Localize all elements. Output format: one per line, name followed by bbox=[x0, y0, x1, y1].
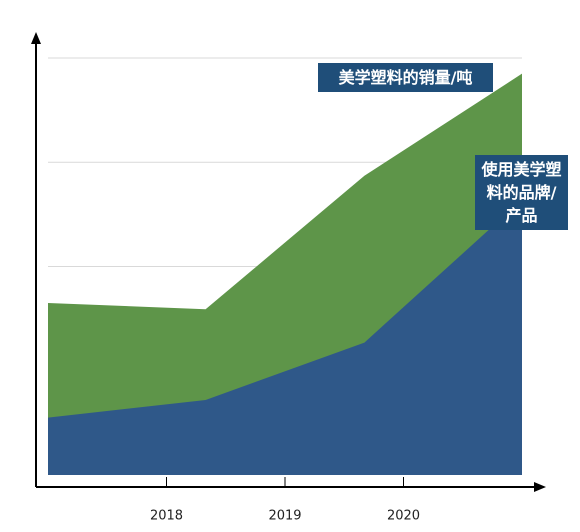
y-axis-arrow bbox=[31, 32, 41, 44]
series-label: 使用美学塑料的品牌/产品 bbox=[475, 155, 568, 230]
x-axis-arrow bbox=[534, 482, 546, 492]
areas bbox=[48, 73, 522, 475]
series-label: 美学塑料的销量/吨 bbox=[318, 63, 493, 92]
x-ticks: 2018 2019 2020 bbox=[150, 477, 420, 524]
x-tick-label: 2019 bbox=[268, 509, 301, 524]
x-tick-label: 2020 bbox=[387, 509, 420, 524]
area bbox=[48, 199, 522, 475]
x-tick-label: 2018 bbox=[150, 509, 183, 524]
